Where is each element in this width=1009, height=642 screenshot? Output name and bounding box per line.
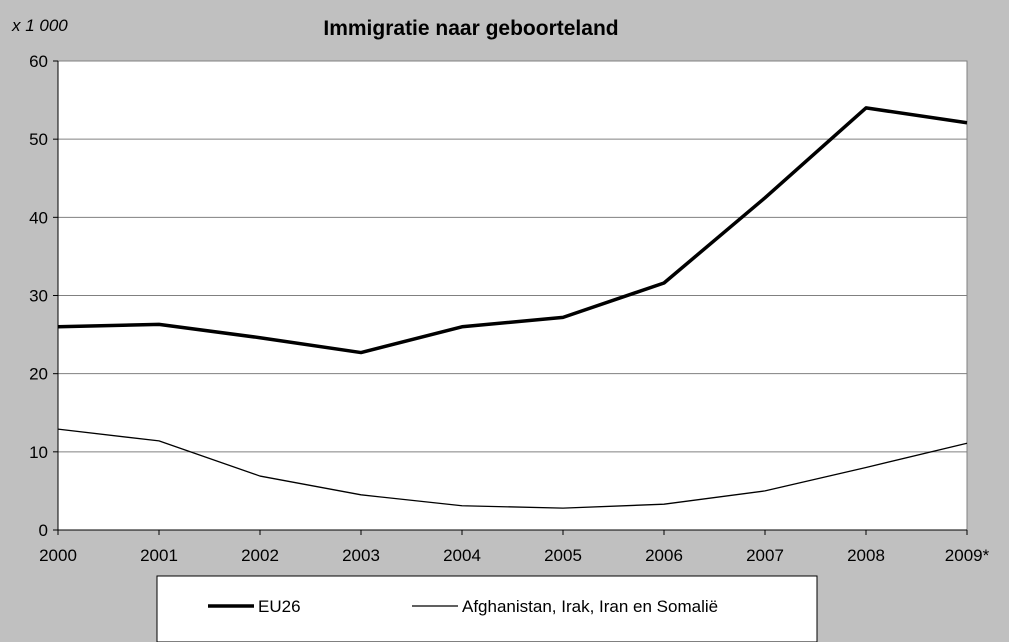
series-lines — [57, 106, 968, 509]
y-axis-tick-labels: 0 10 20 30 40 50 60 — [29, 52, 48, 540]
series-line-2 — [57, 428, 968, 509]
x-tick-label: 2006 — [645, 546, 683, 565]
gridlines — [53, 60, 967, 531]
legend-box — [156, 575, 818, 642]
x-tick-label: 2005 — [544, 546, 582, 565]
x-tick-label: 2004 — [443, 546, 481, 565]
x-tick-label: 2001 — [140, 546, 178, 565]
y-tick-label: 60 — [29, 52, 48, 71]
y-axis-unit-label: x 1 000 — [11, 16, 68, 35]
axes — [57, 61, 968, 535]
y-tick-label: 0 — [39, 521, 48, 540]
chart-title: Immigratie naar geboorteland — [323, 17, 618, 40]
x-tick-label: 2008 — [847, 546, 885, 565]
y-tick-label: 30 — [29, 287, 48, 306]
x-axis-tick-labels: 2000 2001 2002 2003 2004 2005 2006 2007 2008 2009… — [39, 546, 990, 565]
legend-label-1: EU26 — [258, 597, 301, 616]
x-tick-label: 2009* — [945, 546, 990, 565]
y-tick-label: 50 — [29, 130, 48, 149]
x-tick-label: 2003 — [342, 546, 380, 565]
series-line-1 — [57, 106, 968, 355]
x-tick-label: 2000 — [39, 546, 77, 565]
legend-label-2: Afghanistan, Irak, Iran en Somalië — [462, 597, 718, 616]
y-tick-label: 10 — [29, 443, 48, 462]
x-tick-label: 2002 — [241, 546, 279, 565]
legend: EU26 Afghanistan, Irak, Iran en Somalië — [156, 575, 818, 642]
x-tick-label: 2007 — [746, 546, 784, 565]
y-tick-label: 40 — [29, 208, 48, 227]
y-tick-label: 20 — [29, 365, 48, 384]
